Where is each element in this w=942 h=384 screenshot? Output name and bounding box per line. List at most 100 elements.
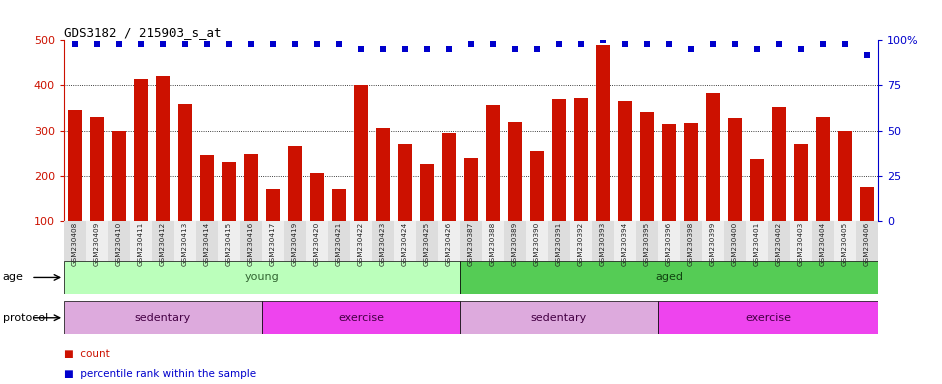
Bar: [288, 146, 302, 221]
Point: [706, 41, 721, 47]
Text: exercise: exercise: [745, 313, 791, 323]
Bar: [640, 112, 654, 221]
Point: [508, 46, 523, 53]
Point: [529, 46, 544, 53]
Text: GSM230420: GSM230420: [314, 222, 320, 266]
Bar: [178, 104, 192, 221]
Bar: [794, 144, 808, 221]
Text: GSM230413: GSM230413: [182, 222, 188, 266]
Text: GSM230426: GSM230426: [446, 222, 452, 266]
Bar: [240, 221, 262, 261]
Point: [727, 41, 742, 47]
Bar: [728, 118, 742, 221]
Text: GSM230390: GSM230390: [534, 222, 540, 266]
Text: protocol: protocol: [3, 313, 48, 323]
Point: [332, 41, 347, 47]
Text: GSM230393: GSM230393: [600, 222, 606, 266]
Text: GSM230392: GSM230392: [578, 222, 584, 266]
Bar: [724, 221, 746, 261]
Bar: [750, 159, 764, 221]
Bar: [328, 221, 350, 261]
Text: GSM230408: GSM230408: [72, 222, 78, 266]
Text: ■  percentile rank within the sample: ■ percentile rank within the sample: [64, 369, 256, 379]
Text: GSM230419: GSM230419: [292, 222, 298, 266]
Bar: [438, 221, 460, 261]
Point: [419, 46, 434, 53]
Text: sedentary: sedentary: [135, 313, 191, 323]
Bar: [662, 124, 676, 221]
Bar: [266, 189, 280, 221]
Point: [661, 41, 676, 47]
Bar: [350, 221, 372, 261]
Bar: [222, 162, 236, 221]
Point: [266, 41, 281, 47]
Bar: [376, 128, 390, 221]
Bar: [64, 221, 86, 261]
Text: GSM230404: GSM230404: [820, 222, 826, 266]
Text: GSM230403: GSM230403: [798, 222, 804, 266]
Point: [640, 41, 655, 47]
Bar: [284, 221, 306, 261]
Bar: [64, 301, 262, 334]
Bar: [768, 221, 790, 261]
Text: GSM230400: GSM230400: [732, 222, 738, 266]
Text: GSM230410: GSM230410: [116, 222, 122, 266]
Point: [310, 41, 325, 47]
Bar: [218, 221, 240, 261]
Bar: [372, 221, 394, 261]
Bar: [746, 221, 768, 261]
Text: GSM230401: GSM230401: [754, 222, 760, 266]
Bar: [354, 86, 368, 221]
Bar: [552, 99, 566, 221]
Bar: [152, 221, 174, 261]
Text: young: young: [245, 272, 280, 283]
Text: GSM230423: GSM230423: [380, 222, 386, 266]
Point: [595, 37, 610, 43]
Text: GSM230416: GSM230416: [248, 222, 254, 266]
Point: [89, 41, 105, 47]
Point: [177, 41, 192, 47]
Bar: [837, 131, 853, 221]
Bar: [526, 221, 548, 261]
Point: [134, 41, 149, 47]
Bar: [596, 45, 610, 221]
Point: [771, 41, 787, 47]
Bar: [86, 221, 108, 261]
Point: [442, 46, 457, 53]
Text: GSM230406: GSM230406: [864, 222, 870, 266]
Text: GSM230411: GSM230411: [138, 222, 144, 266]
Bar: [244, 154, 258, 221]
Text: GSM230391: GSM230391: [556, 222, 562, 266]
Text: age: age: [3, 272, 24, 283]
Bar: [196, 221, 218, 261]
Text: ■  count: ■ count: [64, 349, 110, 359]
Point: [155, 41, 171, 47]
Point: [463, 41, 479, 47]
Bar: [790, 221, 812, 261]
Bar: [155, 76, 171, 221]
Bar: [548, 221, 570, 261]
Bar: [856, 221, 878, 261]
Point: [684, 46, 699, 53]
Bar: [394, 221, 416, 261]
Point: [287, 41, 302, 47]
Bar: [262, 301, 460, 334]
Bar: [463, 158, 479, 221]
Bar: [816, 117, 830, 221]
Point: [376, 46, 391, 53]
Text: GSM230395: GSM230395: [644, 222, 650, 266]
Bar: [398, 144, 413, 221]
Bar: [812, 221, 834, 261]
Text: GSM230421: GSM230421: [336, 222, 342, 266]
Text: GSM230389: GSM230389: [512, 222, 518, 266]
Point: [243, 41, 258, 47]
Point: [574, 41, 589, 47]
Bar: [636, 221, 658, 261]
Point: [859, 52, 874, 58]
Point: [551, 41, 566, 47]
Bar: [460, 301, 658, 334]
Text: sedentary: sedentary: [531, 313, 587, 323]
Text: GDS3182 / 215903_s_at: GDS3182 / 215903_s_at: [64, 26, 221, 39]
Bar: [618, 101, 632, 221]
Bar: [89, 117, 105, 221]
